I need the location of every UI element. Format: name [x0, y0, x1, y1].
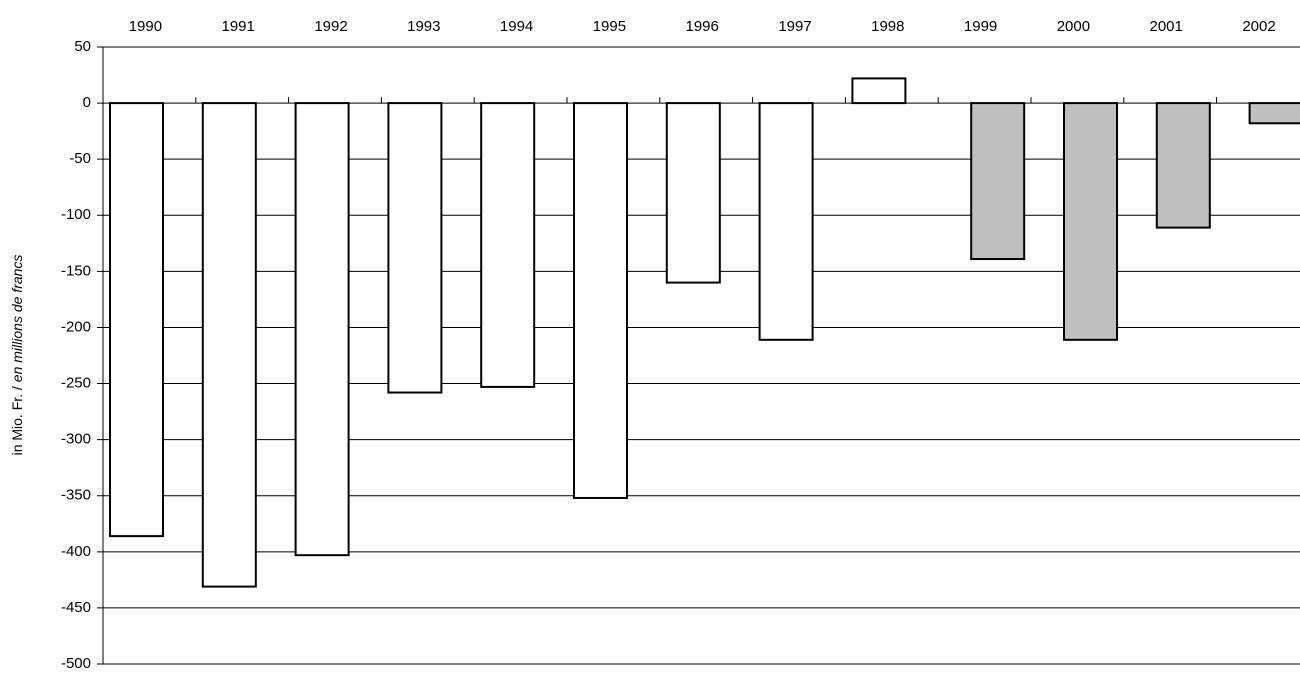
y-axis-label: in Mio. Fr. / en millions de francs: [9, 255, 25, 456]
x-tick-label: 1992: [314, 18, 347, 35]
x-tick-label: 2002: [1242, 18, 1275, 35]
y-tick-label: -50: [69, 150, 91, 167]
bar: [851, 77, 907, 105]
bar: [758, 102, 814, 341]
bar: [109, 102, 164, 538]
y-tick-label: 50: [74, 38, 91, 55]
bar: [1155, 102, 1211, 229]
x-tick-label: 1990: [129, 18, 162, 35]
x-tick-label: 1997: [778, 18, 811, 35]
x-tick-label: 1994: [500, 18, 533, 35]
y-tick-label: -350: [61, 487, 91, 504]
y-tick-label: -500: [61, 655, 91, 672]
y-tick-label: -250: [61, 375, 91, 392]
x-tick-label: 1993: [407, 18, 440, 35]
bar: [480, 102, 536, 388]
y-tick-label: -150: [61, 262, 91, 279]
bar: [665, 102, 721, 284]
y-tick-label: -200: [61, 318, 91, 335]
x-tick-label: 2001: [1150, 18, 1183, 35]
y-axis-label-part: en millions de francs: [9, 255, 25, 383]
bar: [573, 102, 628, 499]
x-tick-label: 2000: [1057, 18, 1090, 35]
y-tick-label: -450: [61, 599, 91, 616]
x-tick-label: 1999: [964, 18, 997, 35]
x-tick-label: 1998: [871, 18, 904, 35]
y-tick-label: -300: [61, 431, 91, 448]
x-tick-label: 1996: [686, 18, 719, 35]
x-tick-label: 1995: [593, 18, 626, 35]
y-tick-label: -100: [61, 206, 91, 223]
y-tick-label: -400: [61, 543, 91, 560]
bar: [970, 102, 1026, 261]
bar: [201, 102, 257, 588]
bar: [387, 102, 443, 394]
x-tick-label: 1991: [222, 18, 255, 35]
bar: [1248, 102, 1300, 125]
bar: [1063, 102, 1118, 341]
bar: [294, 102, 350, 557]
y-axis-label-part: in Mio. Fr. /: [9, 386, 25, 455]
y-tick-label: 0: [83, 94, 91, 111]
